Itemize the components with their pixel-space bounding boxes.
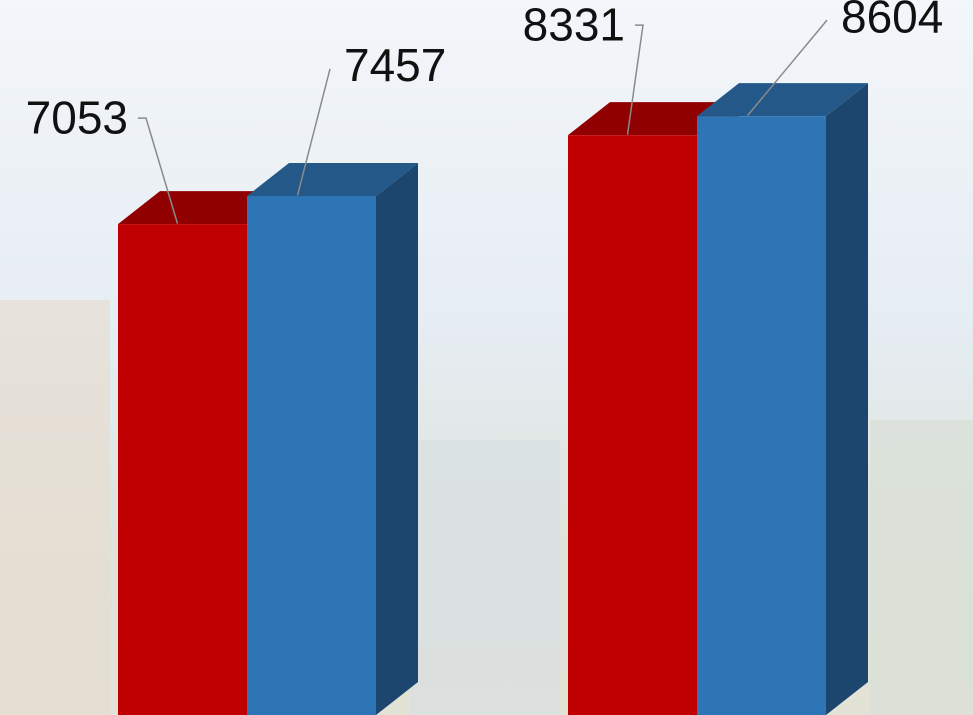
background-building (410, 440, 560, 715)
bar (568, 135, 697, 715)
background-building (0, 300, 110, 715)
bar-side (376, 163, 418, 715)
bar-side (826, 83, 868, 715)
data-label: 8604 (841, 0, 943, 42)
bar (118, 224, 247, 715)
chart: 7053 7457 8331 8604 (0, 0, 973, 715)
data-label: 7053 (26, 91, 128, 143)
background-trees (870, 420, 973, 715)
bar (697, 116, 826, 715)
bar (247, 196, 376, 715)
data-label: 8331 (523, 0, 625, 50)
page: {"chart_data": {"type": "bar3d", "catego… (0, 0, 973, 715)
data-label: 7457 (344, 39, 446, 91)
